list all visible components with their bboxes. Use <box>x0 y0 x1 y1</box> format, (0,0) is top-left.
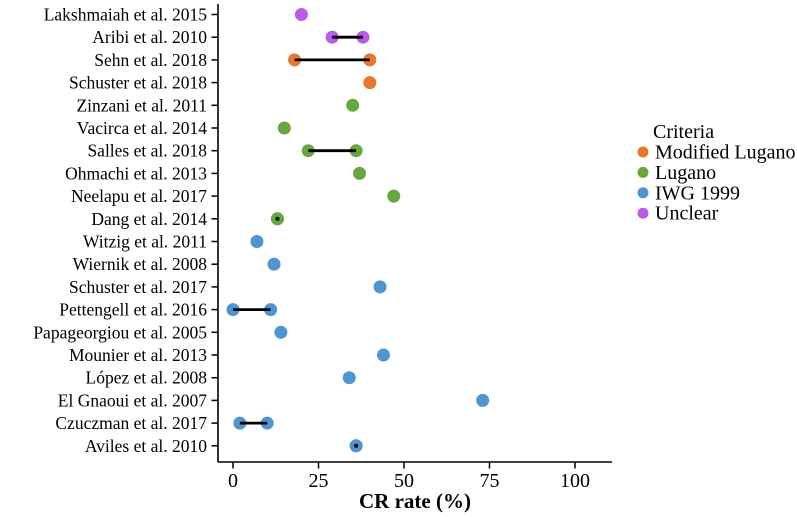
x-axis-title: CR rate (%) <box>359 489 471 513</box>
y-axis-label: Pettengell et al. 2016 <box>59 300 207 320</box>
y-axis-label: Vacirca et al. 2014 <box>77 118 207 138</box>
x-tick-label: 25 <box>309 470 329 492</box>
y-axis-label: Aribi et al. 2010 <box>92 27 207 47</box>
y-axis-label: Czuczman et al. 2017 <box>55 413 207 433</box>
legend-label: IWG 1999 <box>655 182 740 204</box>
x-tick-label: 0 <box>228 470 238 492</box>
legend-title: Criteria <box>653 121 714 143</box>
y-axis-label: Schuster et al. 2018 <box>69 73 207 93</box>
y-axis-label: López et al. 2008 <box>86 368 208 388</box>
y-axis-label: Witzig et al. 2011 <box>83 232 207 252</box>
x-tick-label: 50 <box>394 470 414 492</box>
data-point <box>373 280 387 294</box>
x-tick-label: 75 <box>480 470 500 492</box>
y-axis-label: Aviles et al. 2010 <box>85 436 207 456</box>
y-axis-label: El Gnaoui et al. 2007 <box>58 390 207 410</box>
y-axis-label: Papageorgiou et al. 2005 <box>33 322 207 342</box>
legend-key-dot <box>637 207 649 219</box>
y-axis-label: Dang et al. 2014 <box>91 209 207 229</box>
data-point <box>476 393 490 407</box>
y-axis-label: Neelapu et al. 2017 <box>71 186 207 206</box>
y-axis-label: Mounier et al. 2013 <box>69 345 207 365</box>
y-axis-label: Ohmachi et al. 2013 <box>65 163 207 183</box>
data-point <box>250 235 264 248</box>
legend-label: Unclear <box>655 203 719 225</box>
legend-label: Lugano <box>655 162 716 184</box>
x-tick-label: 100 <box>560 470 590 492</box>
data-point <box>387 189 401 203</box>
y-axis-label: Wiernik et al. 2008 <box>73 254 208 274</box>
y-axis-label: Zinzani et al. 2011 <box>76 95 207 115</box>
data-point <box>342 371 356 385</box>
data-point <box>346 98 360 112</box>
data-point <box>376 348 390 362</box>
legend-label: Modified Lugano <box>655 142 796 164</box>
y-axis-label: Lakshmaiah et al. 2015 <box>44 5 208 25</box>
data-point <box>294 8 308 21</box>
data-point <box>363 76 377 90</box>
data-point <box>277 121 291 135</box>
coincident-point-marker <box>275 216 280 221</box>
data-point <box>274 325 288 339</box>
y-axis-label: Schuster et al. 2017 <box>69 277 207 297</box>
legend-key-dot <box>637 166 649 178</box>
y-axis-label: Salles et al. 2018 <box>87 141 207 161</box>
y-axis-label: Sehn et al. 2018 <box>94 50 207 70</box>
legend-key-dot <box>637 187 649 199</box>
coincident-point-marker <box>354 443 359 448</box>
data-point <box>267 257 281 271</box>
legend-key-dot <box>637 146 649 158</box>
data-point <box>353 166 367 180</box>
